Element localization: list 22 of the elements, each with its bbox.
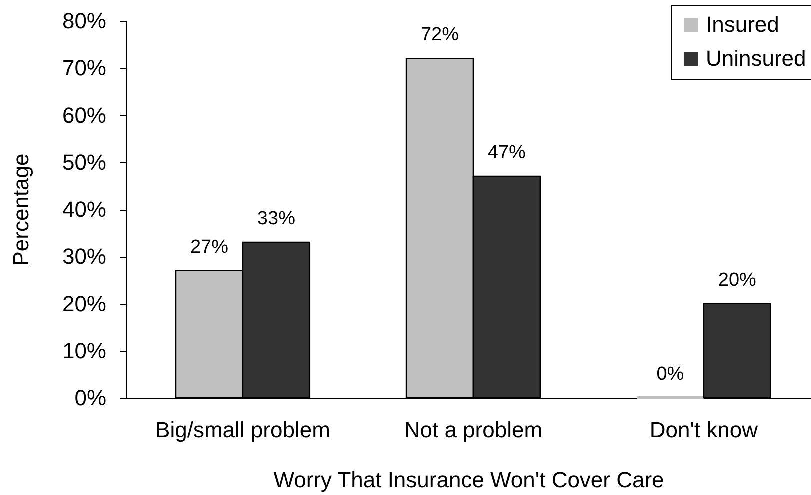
y-tick-label: 0% [74, 386, 106, 410]
x-tick-label: Don't know [650, 418, 758, 442]
y-axis-title: Percentage [8, 154, 34, 266]
y-tick-label: 10% [62, 338, 106, 364]
y-tick-label: 30% [62, 244, 106, 270]
legend-label: Uninsured [706, 46, 806, 71]
data-label: 72% [420, 24, 460, 46]
data-label: 0% [656, 364, 684, 385]
data-label: 47% [488, 142, 526, 164]
x-tick-label: Big/small problem [156, 418, 330, 442]
y-tick-label: 80% [62, 8, 106, 34]
y-tick-label: 50% [62, 150, 106, 175]
y-tick-label: 40% [62, 197, 106, 222]
data-label: 27% [190, 236, 229, 258]
y-tick-label: 20% [62, 291, 106, 316]
legend-label: Insured [706, 12, 780, 37]
x-axis-title: Worry That Insurance Won't Cover Care [274, 468, 664, 492]
data-label: 33% [257, 208, 296, 230]
y-tick-label: 60% [62, 102, 106, 128]
x-tick-label: Not a problem [404, 418, 543, 442]
y-tick-label: 70% [62, 56, 106, 81]
data-label: 20% [718, 270, 757, 291]
